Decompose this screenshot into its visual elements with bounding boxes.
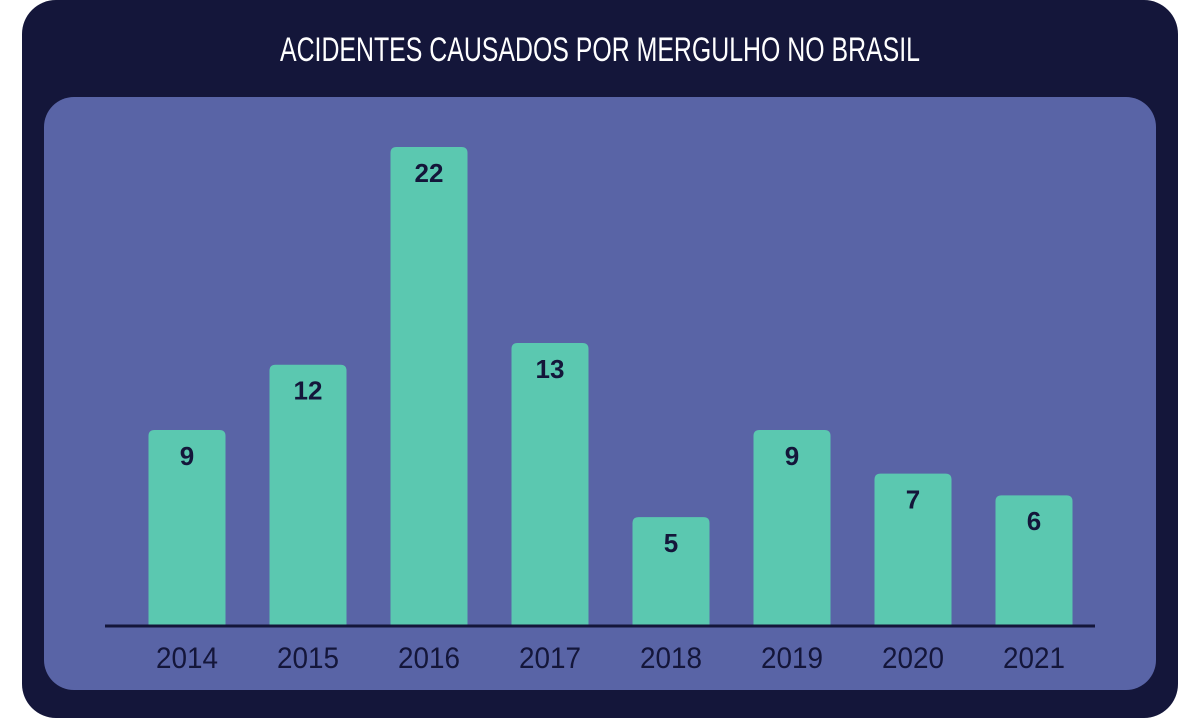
value-label: 12	[294, 376, 323, 406]
bar	[511, 342, 589, 626]
value-label: 9	[785, 441, 799, 471]
x-tick-label: 2015	[277, 642, 339, 675]
value-label: 7	[906, 484, 920, 514]
bar	[874, 473, 952, 626]
bar	[995, 495, 1073, 626]
x-tick-label: 2014	[156, 642, 218, 675]
bar	[148, 430, 226, 626]
value-label: 6	[1027, 506, 1041, 536]
x-tick-label: 2017	[519, 642, 581, 675]
bar	[269, 364, 347, 626]
bar	[632, 517, 710, 626]
bar	[753, 430, 831, 626]
bar	[390, 147, 468, 626]
x-tick-label: 2018	[640, 642, 702, 675]
x-tick-label: 2019	[761, 642, 823, 675]
value-label: 9	[180, 441, 194, 471]
x-tick-label: 2020	[882, 642, 944, 675]
x-tick-label: 2016	[398, 642, 460, 675]
x-tick-label: 2021	[1003, 642, 1065, 675]
bars: 9 12 22 13 5 9 7 6	[148, 147, 1073, 626]
value-label: 5	[664, 528, 678, 558]
value-label: 13	[536, 354, 565, 384]
value-label: 22	[415, 158, 444, 188]
chart-title: ACIDENTES CAUSADOS POR MERGULHO NO BRASI…	[280, 31, 920, 69]
